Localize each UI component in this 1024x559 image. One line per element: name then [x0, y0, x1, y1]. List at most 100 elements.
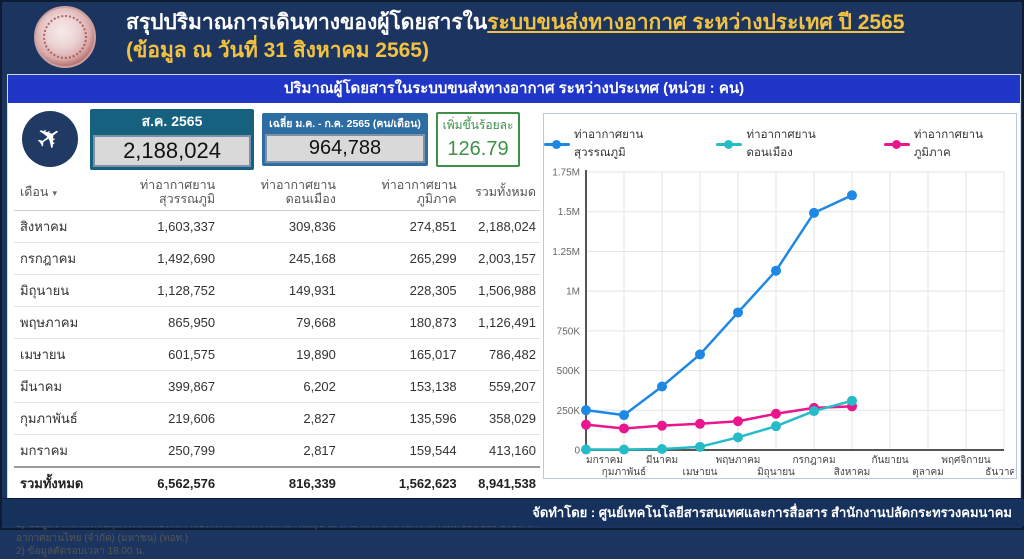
stat-box-average: เฉลี่ย ม.ค. - ก.ค. 2565 (คน/เดือน) 964,7…	[262, 112, 428, 166]
legend-label: ท่าอากาศยานสุวรรณภูมิ	[574, 129, 644, 159]
sort-descending-icon: ▾	[52, 188, 57, 199]
svg-text:1M: 1M	[566, 287, 580, 298]
table-total-row: รวมทั้งหมด 6,562,576 816,339 1,562,623 8,941…	[14, 465, 540, 499]
legend-item[interactable]: ท่าอากาศยานภูมิภาค	[883, 126, 1016, 162]
svg-text:1.75M: 1.75M	[552, 168, 580, 179]
table-cell: 358,029	[460, 402, 540, 435]
page-header: สรุปปริมาณการเดินทางของผู้โดยสารในระบบขน…	[2, 2, 1024, 72]
svg-text:มกราคม: มกราคม	[586, 455, 623, 466]
table-cell: 786,482	[460, 338, 540, 371]
svg-text:500K: 500K	[557, 366, 581, 377]
footer-credit: จัดทำโดย : ศูนย์เทคโนโลยีสารสนเทศและการส…	[2, 498, 1024, 526]
svg-text:250K: 250K	[557, 406, 581, 417]
table-cell: 149,931	[219, 274, 340, 307]
table-cell: 865,950	[98, 306, 220, 339]
content-wrapper: ปริมาณผู้โดยสารในระบบขนส่งทางอากาศ ระหว่…	[7, 74, 1023, 557]
page-title: สรุปปริมาณการเดินทางของผู้โดยสารในระบบขน…	[126, 10, 904, 36]
table-cell: 1,506,988	[460, 274, 540, 307]
table-row: พฤษภาคม 865,950 79,668 180,873 1,126,491	[14, 306, 540, 339]
left-panel: ✈ ส.ค. 2565 2,188,024 เฉลี่ย ม.ค. - ก.ค.…	[14, 108, 540, 559]
table-total-cell: รวมทั้งหมด	[14, 465, 99, 499]
table-cell: กรกฎาคม	[14, 242, 99, 275]
legend-item[interactable]: ท่าอากาศยานสุวรรณภูมิ	[544, 126, 690, 162]
table-cell: 219,606	[98, 402, 220, 435]
table-cell: 2,003,157	[460, 242, 540, 275]
stats-row: ✈ ส.ค. 2565 2,188,024 เฉลี่ย ม.ค. - ก.ค.…	[14, 108, 540, 170]
legend-series-marker-icon	[544, 139, 570, 149]
table-total-cell: 6,562,576	[98, 465, 220, 499]
table-cell: 309,836	[219, 210, 340, 243]
table-cell: 601,575	[98, 338, 220, 371]
stat-box-percent-increase: เพิ่มขึ้นร้อยละ 126.79	[436, 111, 520, 167]
chart-panel: ท่าอากาศยานสุวรรณภูมิ ท่าอากาศยานดอนเมือง…	[543, 113, 1023, 479]
table-cell: 1,492,690	[98, 242, 220, 275]
table-row: เมษายน 601,575 19,890 165,017 786,482	[14, 338, 540, 371]
table-cell: 399,867	[98, 370, 220, 403]
table-cell: 228,305	[339, 274, 461, 307]
legend-item[interactable]: ท่าอากาศยานดอนเมือง	[716, 126, 857, 162]
table-cell: สิงหาคม	[14, 210, 99, 243]
table-row: มกราคม 250,799 2,817 159,544 413,160	[14, 434, 540, 468]
svg-text:พฤศจิกายน: พฤศจิกายน	[941, 455, 990, 466]
svg-text:0: 0	[574, 446, 580, 457]
stat-label: เฉลี่ย ม.ค. - ก.ค. 2565 (คน/เดือน)	[269, 117, 421, 130]
table-cell: 180,873	[339, 306, 461, 339]
chart-legend: ท่าอากาศยานสุวรรณภูมิ ท่าอากาศยานดอนเมือง…	[544, 126, 1016, 162]
legend-label: ท่าอากาศยานดอนเมือง	[746, 129, 816, 159]
passenger-table: เดือน ▾ ท่าอากาศยาน สุวรรณภูมิ ท่าอากาศยาน …	[14, 175, 540, 499]
table-cell: 135,596	[339, 402, 461, 435]
table-cell: 1,128,752	[98, 274, 220, 307]
column-header[interactable]: ท่าอากาศยาน สุวรรณภูมิ	[98, 175, 220, 211]
table-cell: 2,827	[219, 402, 340, 435]
table-total-cell: 816,339	[219, 465, 340, 499]
stat-value: 964,788	[265, 133, 425, 163]
svg-text:ธันวาคม: ธันวาคม	[985, 467, 1014, 478]
page-title-prefix: สรุปปริมาณการเดินทางของผู้โดยสารใน	[126, 10, 488, 34]
svg-text:1.5M: 1.5M	[558, 207, 580, 218]
column-header[interactable]: ท่าอากาศยาน ภูมิภาค	[339, 175, 461, 211]
airplane-icon: ✈	[22, 111, 78, 167]
table-cell: กุมภาพันธ์	[14, 402, 99, 435]
table-cell: มีนาคม	[14, 370, 99, 403]
column-header-month[interactable]: เดือน ▾	[14, 175, 99, 211]
table-cell: 274,851	[339, 210, 461, 243]
legend-series-marker-icon	[883, 139, 910, 149]
page-subtitle: (ข้อมูล ณ วันที่ 31 สิงหาคม 2565)	[126, 39, 429, 62]
svg-text:กันยายน: กันยายน	[871, 455, 908, 466]
table-total-cell: 1,562,623	[339, 465, 461, 499]
table-cell: 559,207	[460, 370, 540, 403]
table-cell: เมษายน	[14, 338, 99, 371]
table-cell: 245,168	[219, 242, 340, 275]
stat-label: เพิ่มขึ้นร้อยละ	[442, 117, 514, 132]
table-cell: 79,668	[219, 306, 340, 339]
table-cell: มกราคม	[14, 434, 99, 468]
table-cell: 250,799	[98, 434, 220, 468]
svg-text:1.25M: 1.25M	[552, 247, 580, 258]
legend-label: ท่าอากาศยานภูมิภาค	[913, 129, 983, 159]
table-cell: พฤษภาคม	[14, 306, 99, 339]
table-cell: 1,126,491	[460, 306, 540, 339]
svg-text:สิงหาคม: สิงหาคม	[834, 467, 870, 478]
svg-text:มิถุนายน: มิถุนายน	[757, 467, 795, 478]
stat-value: 2,188,024	[93, 134, 251, 167]
table-cell: 2,817	[219, 434, 340, 468]
table-row: สิงหาคม 1,603,337 309,836 274,851 2,188,024	[14, 210, 540, 243]
table-cell: 6,202	[219, 370, 340, 403]
table-row: มีนาคม 399,867 6,202 153,138 559,207	[14, 370, 540, 403]
svg-text:พฤษภาคม: พฤษภาคม	[716, 455, 761, 466]
column-header[interactable]: ท่าอากาศยาน ดอนเมือง	[219, 175, 340, 211]
table-row: กรกฎาคม 1,492,690 245,168 265,299 2,003,157	[14, 242, 540, 275]
stat-box-current-month: ส.ค. 2565 2,188,024	[90, 108, 254, 170]
legend-series-marker-icon	[716, 139, 743, 149]
table-cell: 153,138	[339, 370, 461, 403]
footnote-line: 2) ข้อมูลตัดรอบเวลา 18.00 น.	[16, 546, 145, 558]
svg-text:กุมภาพันธ์: กุมภาพันธ์	[602, 466, 646, 478]
stat-value: 126.79	[441, 136, 515, 162]
page-title-highlight: ระบบขนส่งทางอากาศ ระหว่างประเทศ ปี 2565	[487, 10, 905, 34]
table-cell: 159,544	[339, 434, 461, 468]
ministry-seal-logo	[34, 6, 96, 68]
table-total-cell: 8,941,538	[460, 465, 540, 499]
column-header[interactable]: รวมทั้งหมด	[460, 175, 540, 211]
svg-text:กรกฎาคม: กรกฎาคม	[792, 455, 835, 466]
table-cell: 2,188,024	[460, 210, 540, 243]
